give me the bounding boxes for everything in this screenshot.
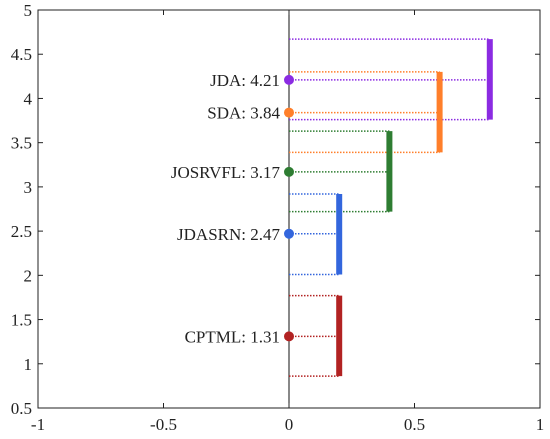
- y-tick-label: 1.5: [11, 311, 32, 330]
- rank-point-cptml: [284, 331, 294, 342]
- y-tick-label: 2.5: [11, 222, 32, 241]
- rank-point-jda: [284, 74, 294, 85]
- y-tick-label: 0.5: [11, 399, 32, 418]
- x-tick-label: 0.5: [404, 415, 425, 434]
- y-tick-label: 2: [24, 266, 33, 285]
- x-tick-label: -1: [31, 415, 45, 434]
- rank-point-sda: [284, 107, 294, 118]
- x-tick-label: 0: [285, 415, 294, 434]
- rank-point-josrvfl: [284, 166, 294, 177]
- y-tick-label: 1: [24, 355, 33, 374]
- method-label-jda: JDA: 4.21: [210, 71, 280, 90]
- plot-marks: JDA: 4.21 SDA: 3.84 JOSRVFL: 3.17 JDASRN: 2…: [171, 10, 493, 408]
- method-label-sda: SDA: 3.84: [207, 104, 280, 123]
- y-tick-label: 4: [24, 89, 33, 108]
- method-label-jdasrn: JDASRN: 2.47: [177, 225, 280, 244]
- y-tick-label: 3.5: [11, 134, 32, 153]
- y-tick-label: 4.5: [11, 45, 32, 64]
- y-tick-label: 3: [24, 178, 33, 197]
- method-label-cptml: CPTML: 1.31: [185, 327, 280, 346]
- x-tick-label: 1: [536, 415, 545, 434]
- method-label-josrvfl: JOSRVFL: 3.17: [171, 163, 281, 182]
- axis-ticks: -1 -0.5 0 0.5 1 0.5 1 1.5 2 2.5 3 3.5 4 4.5 5: [11, 1, 545, 434]
- y-tick-label: 5: [24, 1, 33, 20]
- rank-point-jdasrn: [284, 228, 294, 239]
- x-tick-label: -0.5: [150, 415, 177, 434]
